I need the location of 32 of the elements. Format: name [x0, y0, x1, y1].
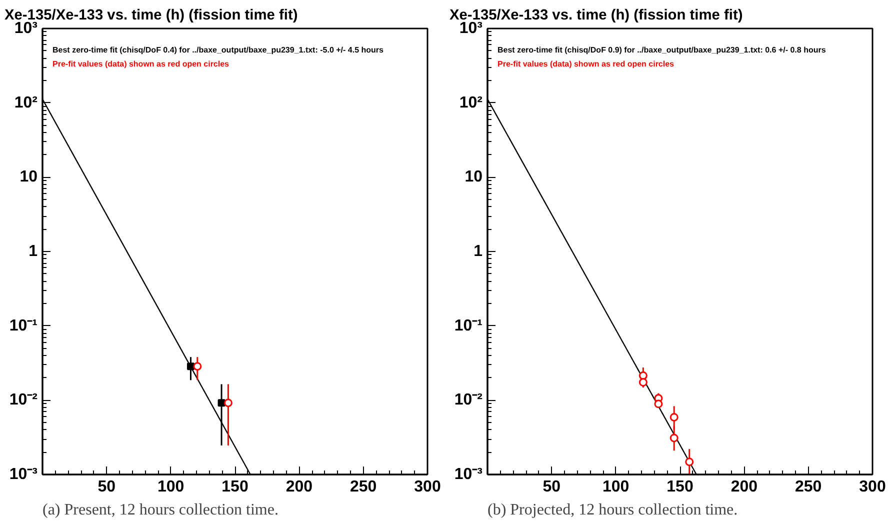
- y-tick-label: 10⁻¹: [9, 317, 38, 334]
- x-tick-label: 250: [350, 478, 377, 496]
- x-tick-label: 50: [98, 478, 116, 496]
- x-tick-label: 250: [794, 478, 822, 496]
- text: (a) Present, 12 hours collection time.: [42, 502, 278, 518]
- x-tick-label: 300: [859, 478, 886, 496]
- y-tick-label: 10³: [14, 20, 38, 37]
- y-tick-label: 10⁻²: [9, 392, 38, 409]
- x-tick-label: 50: [542, 478, 561, 496]
- x-tick-label: 100: [157, 478, 184, 496]
- x-tick-label: 100: [602, 478, 630, 496]
- y-tick-label: 10²: [459, 94, 482, 112]
- y-tick-label: 1: [28, 243, 38, 260]
- x-tick-label: 150: [666, 478, 694, 496]
- y-tick-label: 10⁻²: [454, 392, 482, 409]
- annotation: Best zero-time fit (chisq/DoF 0.9) for ../baxe_output/baxe_pu239_1.txt: 0.6 +/- 0.8 hours: [498, 46, 826, 54]
- y-tick-label: 10²: [14, 94, 38, 112]
- annotation: Best zero-time fit (chisq/DoF 0.4) for ../baxe_output/baxe_pu239_1.txt: -5.0 +/- 4.5 hours: [52, 46, 384, 54]
- y-tick-label: 10⁻³: [9, 466, 38, 483]
- y-tick-label: 10⁻¹: [454, 317, 482, 334]
- text: Pre-fit values (data) shown as red open circles: [498, 60, 675, 68]
- text: (b) Projected, 12 hours collection time.: [488, 502, 738, 518]
- x-tick-label: 200: [286, 478, 313, 496]
- y-tick-label: 10: [20, 168, 38, 186]
- x-tick-label: 200: [730, 478, 758, 496]
- y-tick-label: 10: [464, 168, 483, 186]
- y-tick-label: 10³: [459, 20, 482, 37]
- x-tick-label: 150: [222, 478, 248, 496]
- y-tick-label: 10⁻³: [454, 466, 482, 483]
- text: Pre-fit values (data) shown as red open circles: [52, 60, 230, 68]
- y-tick-label: 1: [474, 243, 483, 260]
- x-tick-label: 300: [414, 478, 441, 496]
